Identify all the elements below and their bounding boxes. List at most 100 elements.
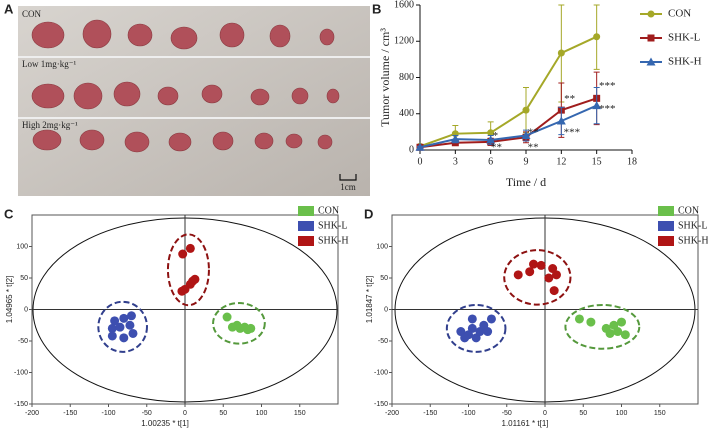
point (525, 267, 535, 277)
x-tick-label: 150 (654, 410, 666, 417)
legend-label: CON (678, 205, 699, 216)
x-tick-label: 0 (183, 410, 187, 417)
legend-marker (646, 57, 656, 66)
panel-label: A (4, 1, 14, 16)
y-tick-label: -100 (374, 369, 388, 376)
annotation: *** (564, 126, 581, 138)
x-tick-label: 150 (294, 410, 306, 417)
x-tick-label: 0 (543, 410, 547, 417)
legend-label: SHK-L (678, 220, 707, 231)
x-tick-label: 6 (488, 156, 493, 167)
y-tick-label: 100 (376, 243, 388, 250)
point (460, 333, 470, 343)
y-tick-label: 1600 (394, 0, 414, 10)
panel-label: D (364, 206, 373, 221)
row-label: High 2mg·kg⁻¹ (22, 120, 78, 130)
row-label: CON (22, 9, 42, 19)
y-tick-label: 100 (16, 243, 28, 250)
marker (556, 116, 566, 125)
x-tick-label: 50 (579, 410, 587, 417)
legend-swatch (658, 236, 674, 246)
y-tick-label: 400 (399, 108, 414, 119)
marker (592, 101, 602, 110)
y-tick-label: 50 (380, 275, 388, 282)
point (467, 323, 477, 333)
point (188, 276, 198, 286)
legend-marker (647, 34, 655, 42)
marker (487, 129, 495, 137)
point (536, 260, 546, 270)
row-label: Low 1mg·kg⁻¹ (22, 59, 76, 69)
marker (450, 134, 460, 143)
y-tick-label: -150 (14, 401, 28, 408)
legend-label: CON (318, 205, 339, 216)
marker (593, 33, 601, 41)
x-tick-label: -50 (502, 410, 512, 417)
x-tick-label: -200 (25, 410, 39, 417)
x-tick-label: 3 (453, 156, 458, 167)
group-ellipse (97, 300, 148, 353)
x-tick-label: 12 (556, 156, 566, 167)
legend-swatch (658, 206, 674, 216)
point (107, 331, 117, 341)
y-axis-label: 1.04965 * t[2] (5, 276, 14, 324)
point (605, 328, 615, 338)
legend-label: SHK-H (668, 56, 702, 68)
group-ellipse (564, 303, 641, 350)
point (185, 243, 195, 253)
point (107, 323, 117, 333)
series-line (419, 35, 598, 148)
x-tick-label: -100 (461, 410, 475, 417)
legend-label: SHK-H (678, 235, 708, 246)
marker (486, 135, 496, 144)
point (177, 286, 187, 296)
group-ellipse (212, 302, 266, 345)
x-tick-label: 9 (524, 156, 529, 167)
group-ellipse (445, 303, 507, 353)
marker (415, 142, 425, 151)
point (574, 314, 584, 324)
point (617, 317, 626, 327)
group-ellipse (166, 233, 210, 307)
marker (557, 49, 565, 57)
x-tick-label: -150 (423, 410, 437, 417)
scale-label: 1cm (340, 182, 356, 192)
y-tick-label: 1200 (394, 36, 414, 47)
x-tick-label: -50 (142, 410, 152, 417)
legend-label: SHK-L (318, 220, 347, 231)
legend-swatch (298, 236, 314, 246)
point (125, 320, 135, 330)
legend-swatch (298, 206, 314, 216)
x-tick-label: 100 (616, 410, 628, 417)
annotation: *** (599, 80, 616, 92)
y-tick-label: 0 (384, 306, 388, 313)
point (227, 322, 237, 332)
y-tick-label: -150 (374, 401, 388, 408)
point (549, 286, 559, 296)
point (126, 311, 136, 321)
annotation: ** (528, 141, 539, 153)
scale-bar (339, 174, 357, 181)
x-tick-label: 15 (592, 156, 602, 167)
panel-label: C (4, 206, 14, 221)
x-tick-label: 100 (256, 410, 268, 417)
annotation: * (493, 130, 499, 142)
point (544, 273, 554, 283)
legend-label: SHK-L (668, 32, 701, 44)
point (586, 317, 596, 327)
point (529, 259, 539, 269)
panel-a: A CON Low 1mg·kg⁻¹ High 2mg·kg⁻¹ 1cm (4, 1, 370, 196)
annotation: ** (528, 126, 539, 138)
legend-label: SHK-H (318, 235, 349, 246)
x-tick-label: -150 (63, 410, 77, 417)
point (467, 314, 477, 324)
point (119, 333, 129, 343)
annotation: *** (599, 103, 616, 115)
y-axis-label: Tumor volume / cm³ (378, 28, 392, 127)
point (246, 323, 256, 333)
marker (521, 131, 531, 139)
x-tick-label: 0 (418, 156, 423, 167)
series-line (419, 97, 597, 149)
x-axis-label: Time / d (506, 175, 546, 189)
